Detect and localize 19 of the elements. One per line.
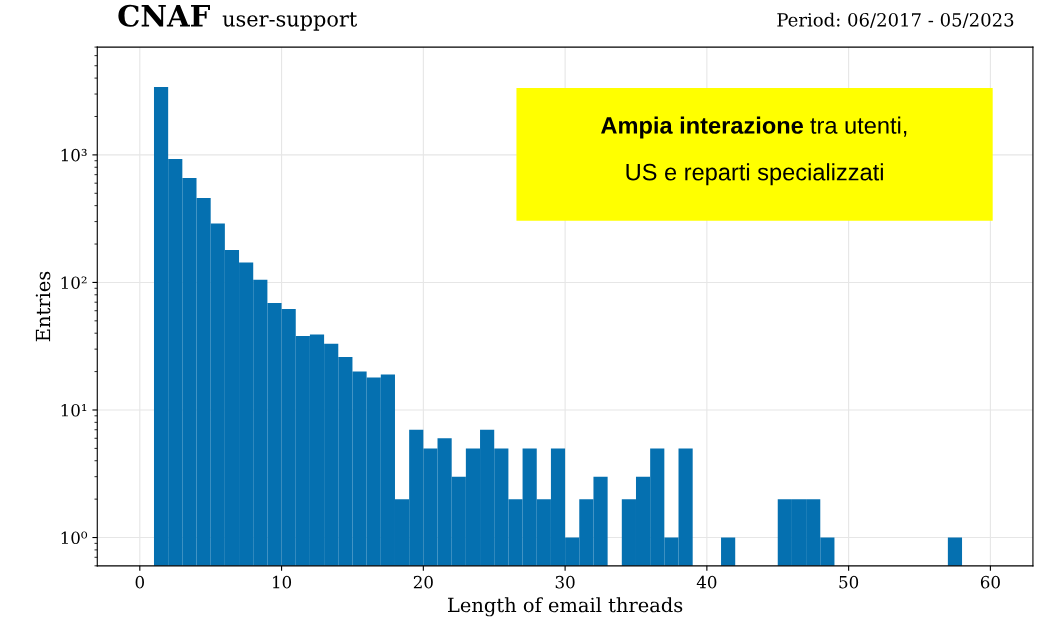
chart-title: CNAF [118,4,210,27]
y-tick-label: 10¹ [61,403,87,417]
y-tick-label: 10⁰ [61,531,88,545]
text: Period: 06/2017 - 05/2023 [777,12,1014,29]
y-axis-title: Entries [35,271,51,342]
x-tick-label: 20 [413,575,433,589]
x-tick-label: 40 [696,575,717,589]
annotation: US e reparti specializzati [626,163,883,186]
x-tick-label: 50 [839,575,859,589]
annotation: Ampia interazione [601,116,803,139]
y-tick-label: 10³ [61,148,87,162]
x-tick-label: 30 [555,575,575,589]
x-tick-label: 0 [135,575,144,589]
x-tick-label: 60 [980,575,1000,589]
annotation: tra utenti, [810,116,907,137]
y-tick-label: 10² [61,276,87,290]
x-axis-title: Length of email threads [448,597,683,617]
x-tick-label: 10 [273,575,292,589]
chart-subtitle: user-support [222,12,358,31]
